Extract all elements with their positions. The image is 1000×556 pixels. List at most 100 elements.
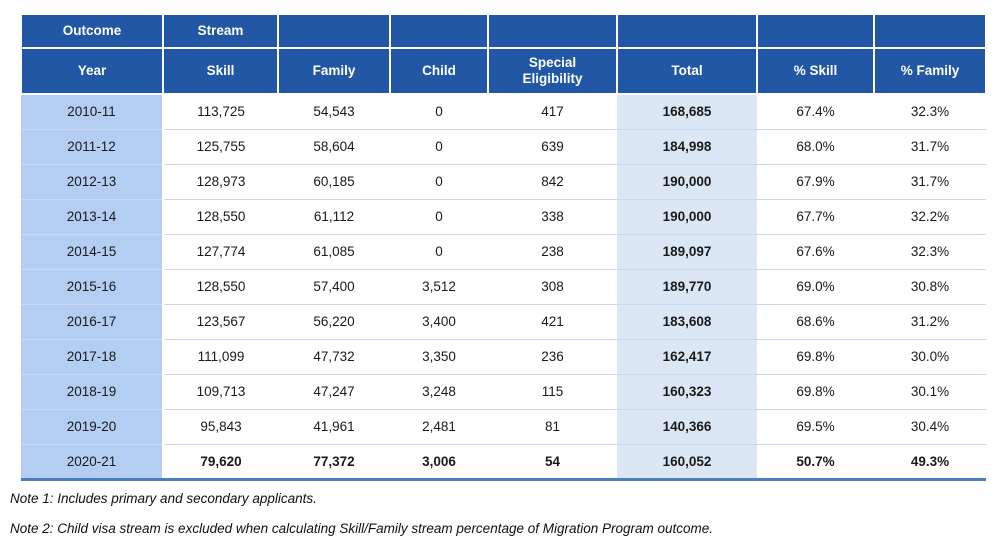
cell-child: 3,248	[390, 374, 488, 410]
cell-special: 236	[488, 339, 617, 375]
cell-pct-skill: 68.6%	[757, 304, 874, 340]
cell-family: 41,961	[278, 409, 390, 445]
cell-skill: 128,973	[163, 164, 278, 200]
cell-pct-family: 30.0%	[874, 339, 986, 375]
cell-total: 160,323	[617, 374, 757, 410]
cell-total: 189,770	[617, 269, 757, 305]
cell-pct-skill: 69.8%	[757, 374, 874, 410]
cell-child: 0	[390, 94, 488, 130]
cell-total: 183,608	[617, 304, 757, 340]
cell-skill: 95,843	[163, 409, 278, 445]
cell-special: 81	[488, 409, 617, 445]
cell-skill: 113,725	[163, 94, 278, 130]
cell-child: 3,400	[390, 304, 488, 340]
table-row: 2017-18 111,099 47,732 3,350 236 162,417 69.8%…	[21, 339, 986, 375]
cell-year: 2014-15	[21, 234, 164, 270]
cell-special: 238	[488, 234, 617, 270]
cell-year: 2013-14	[21, 199, 164, 235]
cell-child: 3,512	[390, 269, 488, 305]
cell-pct-skill: 67.4%	[757, 94, 874, 130]
cell-pct-family: 32.3%	[874, 94, 986, 130]
cell-child: 0	[390, 199, 488, 235]
table-row: 2013-14 128,550 61,112 0 338 190,000 67.7% 32.2…	[21, 199, 986, 235]
cell-total: 162,417	[617, 339, 757, 375]
cell-year: 2016-17	[21, 304, 164, 340]
cell-family: 58,604	[278, 129, 390, 165]
cell-pct-skill: 50.7%	[757, 444, 874, 481]
cell-pct-family: 31.7%	[874, 164, 986, 200]
cell-child: 2,481	[390, 409, 488, 445]
cell-year: 2011-12	[21, 129, 164, 165]
cell-skill: 128,550	[163, 269, 278, 305]
cell-special: 842	[488, 164, 617, 200]
cell-skill: 111,099	[163, 339, 278, 375]
cell-pct-skill: 67.7%	[757, 199, 874, 235]
header-empty-total	[616, 13, 758, 49]
cell-pct-skill: 69.8%	[757, 339, 874, 375]
table-row: 2016-17 123,567 56,220 3,400 421 183,608 68.6%…	[21, 304, 986, 340]
cell-year: 2012-13	[21, 164, 164, 200]
cell-skill: 127,774	[163, 234, 278, 270]
cell-pct-family: 31.2%	[874, 304, 986, 340]
cell-year: 2018-19	[21, 374, 164, 410]
cell-family: 57,400	[278, 269, 390, 305]
cell-family: 61,085	[278, 234, 390, 270]
cell-total: 160,052	[617, 444, 757, 481]
cell-family: 47,247	[278, 374, 390, 410]
cell-special: 417	[488, 94, 617, 130]
header-col-child: Child	[389, 47, 489, 95]
cell-family: 61,112	[278, 199, 390, 235]
cell-pct-family: 49.3%	[874, 444, 986, 481]
cell-special: 338	[488, 199, 617, 235]
cell-total: 168,685	[617, 94, 757, 130]
cell-child: 0	[390, 164, 488, 200]
cell-child: 0	[390, 234, 488, 270]
note-1: Note 1: Includes primary and secondary a…	[10, 491, 317, 506]
cell-child: 3,350	[390, 339, 488, 375]
cell-pct-family: 30.4%	[874, 409, 986, 445]
header-empty-child	[389, 13, 489, 49]
cell-year: 2010-11	[21, 94, 164, 130]
cell-skill: 79,620	[163, 444, 278, 481]
header-empty-family	[277, 13, 391, 49]
table-row: 2020-21 79,620 77,372 3,006 54 160,052 50.7% 49…	[21, 444, 986, 481]
cell-special: 639	[488, 129, 617, 165]
header-empty-special	[487, 13, 618, 49]
cell-family: 54,543	[278, 94, 390, 130]
header-row-columns: Year Skill Family Child Special Eligibil…	[20, 47, 987, 95]
cell-year: 2019-20	[21, 409, 164, 445]
header-row-group: Outcome Stream	[20, 13, 987, 49]
table-header: Outcome Stream Year Skill Family Child S…	[20, 13, 987, 95]
header-col-total: Total	[616, 47, 758, 95]
cell-pct-skill: 67.9%	[757, 164, 874, 200]
cell-total: 190,000	[617, 164, 757, 200]
cell-pct-family: 32.3%	[874, 234, 986, 270]
header-empty-pct-family	[873, 13, 987, 49]
cell-pct-skill: 69.0%	[757, 269, 874, 305]
note-2: Note 2: Child visa stream is excluded wh…	[10, 521, 714, 536]
cell-total: 184,998	[617, 129, 757, 165]
header-empty-pct-skill	[756, 13, 875, 49]
cell-skill: 109,713	[163, 374, 278, 410]
table-body: 2010-11 113,725 54,543 0 417 168,685 67.4% 32.3…	[21, 94, 986, 481]
cell-total: 189,097	[617, 234, 757, 270]
table-row: 2014-15 127,774 61,085 0 238 189,097 67.6% 32.3…	[21, 234, 986, 270]
table-row: 2012-13 128,973 60,185 0 842 190,000 67.9% 31.7…	[21, 164, 986, 200]
footnotes: Note 1: Includes primary and secondary a…	[10, 491, 713, 551]
header-stream: Stream	[162, 13, 279, 49]
cell-year: 2017-18	[21, 339, 164, 375]
header-col-skill: Skill	[162, 47, 279, 95]
table-row: 2018-19 109,713 47,247 3,248 115 160,323 69.8%…	[21, 374, 986, 410]
cell-special: 115	[488, 374, 617, 410]
header-col-special-eligibility: Special Eligibility	[487, 47, 618, 95]
cell-family: 56,220	[278, 304, 390, 340]
header-col-pct-family: % Family	[873, 47, 987, 95]
cell-pct-family: 30.1%	[874, 374, 986, 410]
cell-year: 2015-16	[21, 269, 164, 305]
cell-total: 140,366	[617, 409, 757, 445]
header-col-pct-skill: % Skill	[756, 47, 875, 95]
header-col-year: Year	[20, 47, 164, 95]
cell-pct-family: 32.2%	[874, 199, 986, 235]
cell-skill: 123,567	[163, 304, 278, 340]
